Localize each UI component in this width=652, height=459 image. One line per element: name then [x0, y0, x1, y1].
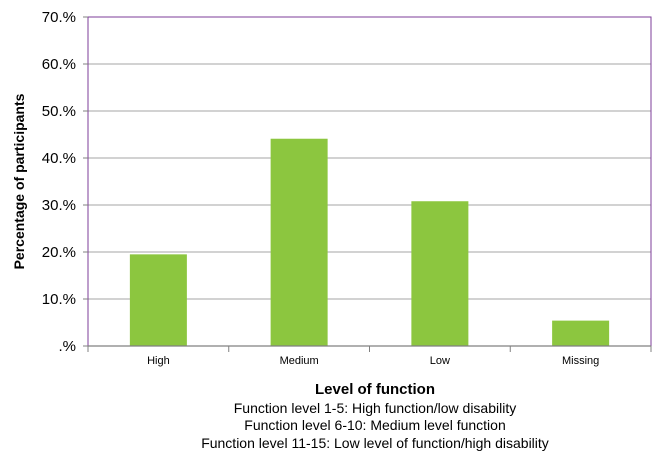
y-axis-label: Percentage of participants: [11, 93, 27, 269]
note-low-function: Function level 11-15: Low level of funct…: [201, 435, 549, 451]
y-tick-label: 40.%: [42, 150, 76, 167]
y-tick-label: 30.%: [42, 197, 76, 214]
y-tick-label: 70.%: [42, 9, 76, 26]
x-tick-label: Low: [430, 355, 450, 367]
note-medium-function: Function level 6-10: Medium level functi…: [244, 417, 505, 433]
y-tick-label: .%: [58, 338, 76, 355]
y-tick-label: 20.%: [42, 244, 76, 261]
note-high-function: Function level 1-5: High function/low di…: [234, 400, 516, 416]
x-tick-label: Medium: [280, 355, 319, 367]
y-tick-label: 50.%: [42, 103, 76, 120]
x-axis: [87, 345, 652, 352]
bar-missing: [552, 320, 610, 346]
y-tick-labels: .% 10.% 20.% 30.% 40.% 50.% 60.% 70.%: [42, 9, 88, 355]
x-tick-label: High: [147, 355, 170, 367]
bar-low: [411, 201, 469, 346]
gridlines: [88, 63, 651, 300]
x-axis-label: Level of function: [315, 381, 435, 398]
bar-medium: [270, 138, 328, 346]
bar-high: [129, 254, 187, 346]
y-tick-label: 60.%: [42, 56, 76, 73]
x-tick-labels: High Medium Low Missing: [147, 355, 599, 367]
y-tick-label: 10.%: [42, 291, 76, 308]
x-tick-label: Missing: [562, 355, 599, 367]
bars: [129, 138, 610, 346]
